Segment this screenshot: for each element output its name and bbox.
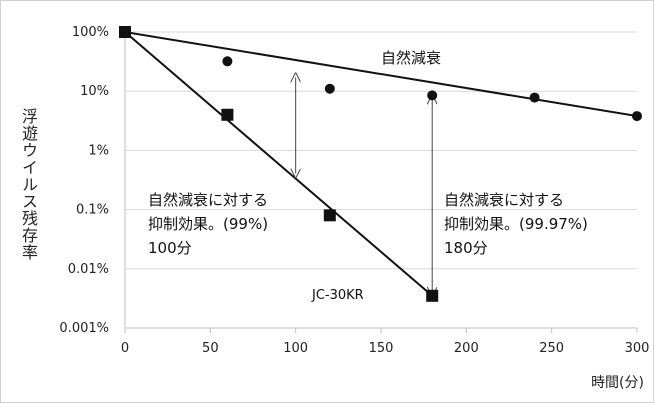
x-tick-label: 150 <box>369 341 394 356</box>
y-tick-label: 100% <box>72 25 109 40</box>
y-tick-label: 10% <box>80 84 109 99</box>
trendline-natural-decay <box>124 31 638 118</box>
series-label-natural-decay: 自然減衰 <box>381 49 442 67</box>
y-axis-label: 浮遊ウイルス残存率 <box>19 108 38 261</box>
point-natural-decay <box>427 90 438 101</box>
point-jc30kr <box>323 209 336 222</box>
point-natural-decay <box>529 92 540 103</box>
y-tick-label: 0.01% <box>68 262 109 277</box>
x-tick-label: 300 <box>625 341 650 356</box>
series-label-jc30kr: JC-30KR <box>312 288 364 303</box>
x-axis-label: 時間(分) <box>591 375 644 391</box>
x-tick-label: 200 <box>454 341 479 356</box>
annotation-180min: 自然減衰に対する 抑制効果。(99.97%) 180分 <box>444 191 588 257</box>
annotation-100min: 自然減衰に対する 抑制効果。(99%) 100分 <box>148 191 269 257</box>
y-tick-label: 0.1% <box>76 203 109 218</box>
x-tick-label: 100 <box>283 341 308 356</box>
x-tick-label: 50 <box>202 341 219 356</box>
point-natural-decay <box>324 83 335 94</box>
point-natural-decay <box>222 56 233 67</box>
point-jc30kr <box>426 289 439 302</box>
x-tick-label: 0 <box>121 341 129 356</box>
y-tick-label: 1% <box>88 143 109 158</box>
x-tick-label: 250 <box>539 341 564 356</box>
trendline-jc30kr <box>124 31 433 297</box>
y-tick-label: 0.001% <box>59 321 109 336</box>
point-jc30kr <box>119 26 131 38</box>
point-natural-decay <box>632 111 642 122</box>
point-jc30kr <box>221 108 234 121</box>
